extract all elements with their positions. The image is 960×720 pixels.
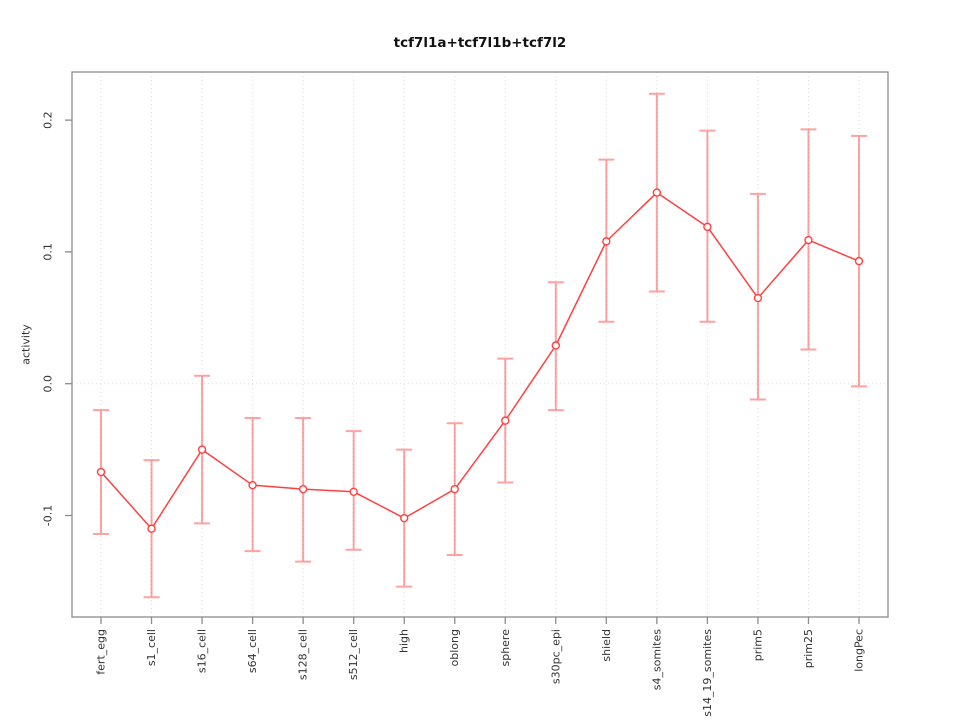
plot-border	[71, 71, 889, 618]
data-point	[349, 487, 358, 496]
x-tick-label: fert_egg	[95, 629, 108, 675]
x-tick-label: s16_cell	[196, 629, 209, 673]
x-tick-label: s128_cell	[297, 629, 310, 680]
gridlines	[72, 72, 888, 617]
data-point	[147, 524, 156, 533]
x-tick-label: s512_cell	[347, 629, 360, 680]
series-line	[100, 191, 860, 530]
data-point	[753, 293, 763, 303]
data-point	[703, 222, 712, 232]
data-point	[501, 416, 510, 425]
y-axis-title: activity	[20, 324, 33, 365]
x-tick-label: oblong	[448, 629, 461, 666]
error-bars	[93, 92, 867, 599]
data-point	[400, 513, 409, 523]
data-point	[602, 237, 611, 246]
series-polyline	[100, 191, 860, 530]
x-tick-label: prim5	[751, 629, 764, 661]
data-point	[197, 445, 207, 454]
chart-title: tcf7l1a+tcf7l1b+tcf7l2	[394, 35, 567, 51]
data-point	[248, 480, 257, 490]
x-tick-label: longPec	[853, 629, 866, 672]
data-point	[854, 256, 864, 266]
data-point	[450, 484, 459, 494]
y-tick-label: 0.1	[42, 243, 55, 260]
y-tick-label: -0.1	[42, 505, 55, 526]
x-tick-label: sphere	[499, 629, 512, 667]
x-tick-label: shield	[600, 629, 613, 662]
x-tick-label: s1_cell	[145, 629, 158, 666]
x-tick-label: high	[398, 629, 411, 653]
data-point	[551, 341, 560, 350]
x-tick-label: prim25	[802, 629, 815, 668]
x-tick-label: s64_cell	[246, 629, 259, 673]
axes: -0.1 0.0 0.1 0.2 fert_egg s1_cell s16_cell s64_…	[42, 111, 866, 716]
y-tick-label: 0.0	[42, 375, 55, 393]
x-tick-label: s30pc_epi	[549, 629, 562, 684]
x-tick-label: s14_19_somites	[701, 629, 714, 717]
data-point	[652, 188, 662, 197]
data-points	[96, 188, 864, 533]
data-point	[96, 467, 106, 477]
data-point	[298, 484, 308, 494]
data-point	[804, 235, 813, 245]
y-tick-label: 0.2	[42, 111, 55, 129]
x-tick-label: s4_somites	[650, 629, 663, 691]
